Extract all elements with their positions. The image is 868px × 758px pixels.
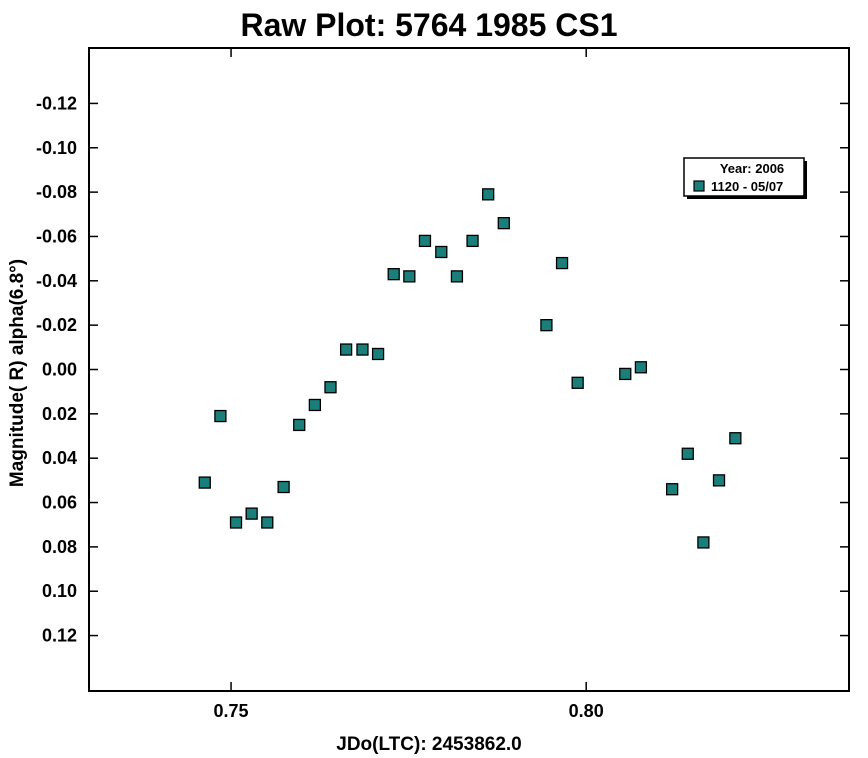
data-point bbox=[712, 474, 726, 487]
data-point bbox=[418, 234, 432, 248]
data-point bbox=[697, 536, 710, 549]
data-point bbox=[229, 516, 243, 529]
data-points bbox=[198, 188, 742, 549]
y-tick-label: -0.06 bbox=[36, 226, 77, 246]
y-tick-label: 0.08 bbox=[42, 537, 77, 557]
y-tick-label: 0.12 bbox=[42, 626, 77, 646]
data-point bbox=[308, 398, 322, 412]
data-point bbox=[482, 188, 495, 201]
data-point bbox=[665, 483, 679, 496]
data-point bbox=[277, 480, 290, 494]
x-axis-label: JDo(LTC): 2453862.0 bbox=[336, 734, 522, 755]
plot-area-frame bbox=[88, 47, 850, 692]
data-point bbox=[729, 432, 742, 445]
y-tick-label: 0.04 bbox=[42, 448, 77, 468]
data-point bbox=[540, 319, 553, 332]
y-axis: -0.12 -0.10 -0.08 -0.06 -0.04 -0.02 0.00 0.02 0.… bbox=[36, 93, 849, 646]
data-point bbox=[324, 381, 337, 394]
data-point bbox=[339, 343, 353, 356]
data-point bbox=[214, 409, 227, 423]
data-point bbox=[198, 476, 211, 489]
data-point bbox=[571, 376, 584, 389]
x-axis: 0.75 0.80 bbox=[214, 48, 604, 721]
data-point bbox=[435, 245, 448, 259]
legend-marker bbox=[693, 180, 705, 192]
y-axis-label: Magnitude( R) alpha(6.8°) bbox=[7, 259, 28, 487]
data-point bbox=[403, 270, 416, 283]
data-point bbox=[387, 268, 400, 281]
y-tick-label: -0.04 bbox=[36, 271, 77, 291]
data-point bbox=[293, 418, 306, 432]
y-tick-label: 0.02 bbox=[42, 404, 77, 424]
data-point bbox=[497, 217, 510, 230]
data-point bbox=[371, 347, 385, 361]
x-tick-label: 0.80 bbox=[569, 701, 604, 721]
data-point bbox=[450, 270, 464, 283]
y-tick-label: -0.02 bbox=[36, 315, 77, 335]
data-point bbox=[356, 343, 369, 356]
y-tick-label: -0.08 bbox=[36, 182, 77, 202]
y-tick-label: 0.00 bbox=[42, 360, 77, 380]
data-point bbox=[261, 516, 274, 529]
legend-title: Year: 2006 bbox=[720, 161, 784, 176]
data-point bbox=[619, 367, 632, 381]
legend: Year: 2006 1120 - 05/07 bbox=[683, 157, 807, 199]
legend-entry: 1120 - 05/07 bbox=[711, 179, 783, 194]
x-tick-label: 0.75 bbox=[214, 701, 249, 721]
data-point bbox=[555, 256, 569, 270]
chart-title: Raw Plot: 5764 1985 CS1 bbox=[240, 7, 617, 43]
y-tick-label: -0.10 bbox=[36, 138, 77, 158]
y-tick-label: 0.10 bbox=[42, 581, 77, 601]
data-point bbox=[245, 507, 258, 520]
data-point bbox=[466, 234, 479, 248]
data-point bbox=[681, 447, 694, 460]
y-tick-label: 0.06 bbox=[42, 493, 77, 513]
data-point bbox=[634, 361, 648, 374]
y-tick-label: -0.12 bbox=[36, 93, 77, 113]
